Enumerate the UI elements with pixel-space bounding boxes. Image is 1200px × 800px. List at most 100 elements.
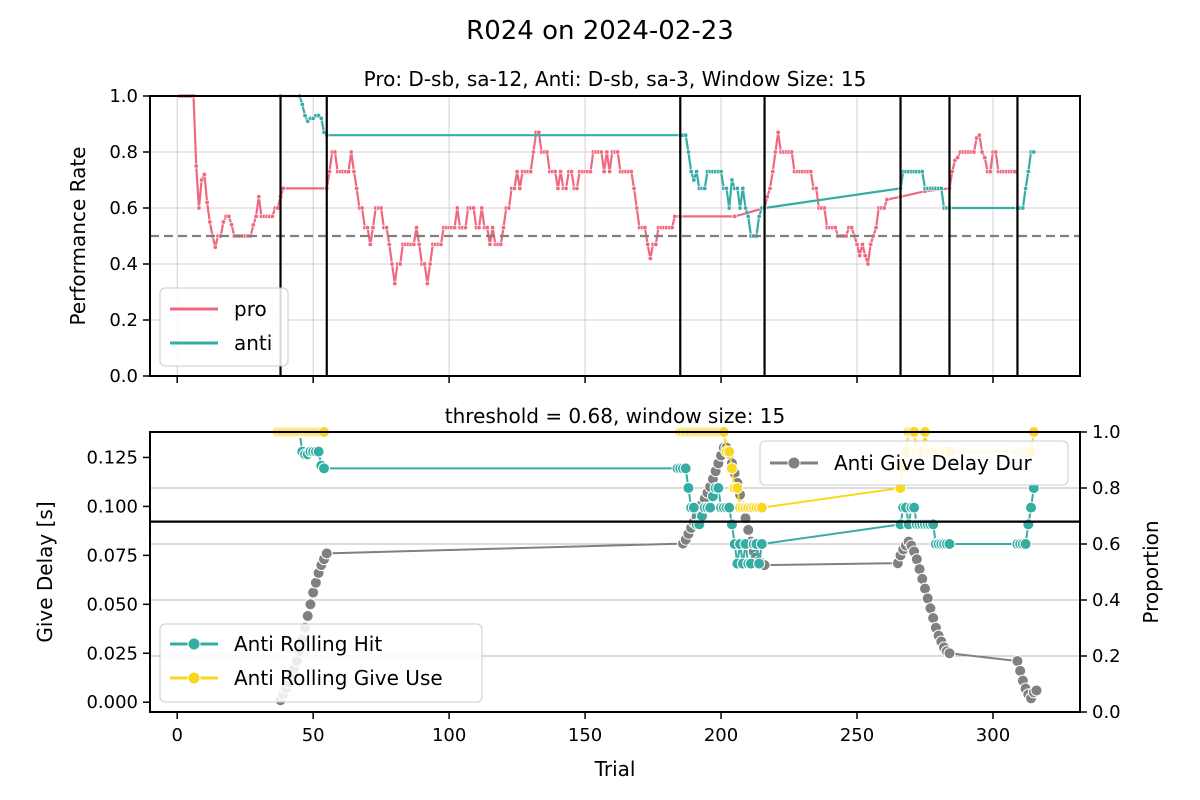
top-pro-point [647, 255, 653, 261]
bottom-right-y-tick-label: 0.0 [1092, 702, 1121, 723]
bottom-x-tick-label: 0 [171, 725, 182, 746]
delay-legend-box [759, 440, 1069, 486]
legend-hit-swatch-marker [187, 637, 201, 651]
top-anti-point [691, 177, 697, 183]
bottom-x-tick-label: 150 [568, 725, 602, 746]
top-pro-point [359, 205, 365, 211]
top-pro-point [544, 149, 550, 155]
top-anti-line [280, 94, 1034, 238]
top-pro-point [392, 281, 398, 287]
bottom-anti-give-delay-dur-point [919, 582, 931, 595]
bottom-anti-rolling-hit-point [908, 501, 921, 514]
top-pro-point [490, 225, 496, 231]
top-anti-point [740, 185, 746, 191]
bottom-anti-give-delay-dur-point [1014, 664, 1027, 677]
top-anti-point [723, 185, 729, 191]
bottom-right-y-tick-label: 0.6 [1092, 534, 1121, 555]
bottom-right-y-tick-label: 0.8 [1092, 478, 1121, 499]
top-anti-point [299, 101, 305, 107]
top-anti-point [938, 185, 944, 191]
top-anti-point [737, 205, 743, 211]
top-pro-point [775, 129, 781, 135]
bottom-legend-lower-left: Anti Rolling Hit Anti Rolling Give Use [159, 623, 483, 703]
top-pro-point [789, 149, 795, 155]
bottom-anti-give-delay-dur-point [913, 563, 926, 576]
top-pro-point [346, 169, 352, 175]
top-anti-point [1025, 169, 1031, 175]
top-pro-point [615, 149, 621, 155]
top-pro-point [326, 169, 332, 175]
top-pro-point [422, 261, 428, 267]
top-pro-point [530, 149, 536, 155]
top-panel-title: Pro: D-sb, sa-12, Anti: D-sb, sa-3, Wind… [364, 67, 867, 91]
top-pro-point [517, 185, 523, 191]
top-pro-point [588, 169, 594, 175]
bottom-x-tick-label: 200 [704, 725, 738, 746]
bottom-anti-rolling-give-use-point [755, 501, 768, 514]
figure-title: R024 on 2024-02-23 [466, 16, 734, 46]
top-pro-point [604, 149, 610, 155]
top-anti-point [726, 205, 732, 211]
top-pro-point [332, 149, 338, 155]
bottom-y-tick-label: 0.025 [86, 643, 138, 664]
top-y-tick-label: 0.0 [109, 366, 138, 387]
top-pro-point [884, 197, 890, 203]
top-pro-point [979, 149, 985, 155]
top-pro-point [601, 169, 607, 175]
bottom-y-tick-label: 0.100 [86, 496, 138, 517]
bottom-anti-give-delay-dur-point [916, 572, 929, 585]
top-pro-point [821, 205, 827, 211]
top-pro-point [563, 185, 569, 191]
top-pro-point [982, 155, 988, 161]
top-pro-point [229, 222, 235, 228]
bottom-ticks: 0 50 100 150 200 250 300 0.000 0.025 0.050 0.075 0.… [86, 422, 1120, 746]
top-pro-point [351, 169, 357, 175]
bottom-anti-rolling-hit-point [712, 482, 725, 494]
top-pro-point [634, 205, 640, 211]
top-pro-point [501, 225, 507, 231]
bottom-anti-rolling-hit-point [312, 445, 325, 458]
top-pro-point [384, 225, 390, 231]
top-pro-point [993, 149, 999, 155]
bottom-anti-rolling-hit-point [753, 557, 766, 570]
legend-delay-label: Anti Give Delay Dur [834, 451, 1032, 475]
top-pro-point [207, 219, 213, 225]
top-pro-point [558, 169, 564, 175]
top-pro-point [506, 205, 512, 211]
top-pro-point [552, 169, 558, 175]
bottom-right-y-tick-label: 1.0 [1092, 422, 1121, 443]
bottom-y-tick-label: 0.050 [86, 594, 138, 615]
top-anti-point [919, 169, 925, 175]
bottom-anti-give-delay-dur-point [921, 592, 934, 605]
top-pro-point [653, 241, 659, 247]
bottom-anti-give-delay-dur-point [927, 612, 940, 625]
top-pro-point [498, 241, 504, 247]
bottom-panel-title: threshold = 0.68, window size: 15 [445, 404, 785, 428]
top-pro-point [976, 132, 982, 138]
top-pro-point [628, 169, 634, 175]
top-pro-point [196, 205, 202, 211]
top-pro-point [574, 185, 580, 191]
bottom-x-tick-label: 100 [432, 725, 466, 746]
top-pro-point [598, 149, 604, 155]
top-pro-point [631, 185, 637, 191]
bottom-x-tick-label: 250 [840, 725, 874, 746]
top-overlay-layer [150, 96, 1080, 376]
bottom-anti-rolling-hit-point [687, 501, 700, 514]
bottom-y-axis-label: Give Delay [s] [33, 501, 57, 642]
top-y-tick-label: 0.6 [109, 198, 138, 219]
top-series-layer [177, 93, 1037, 287]
top-pro-point [275, 205, 281, 211]
bottom-anti-rolling-give-use-point [731, 482, 744, 494]
bottom-legend-upper-right: Anti Give Delay Dur [759, 440, 1069, 486]
top-pro-point [881, 205, 887, 211]
top-pro-point [199, 177, 205, 183]
top-y-tick-label: 0.2 [109, 310, 138, 331]
top-anti-point [702, 185, 708, 191]
top-pro-point [732, 213, 738, 219]
top-pro-point [528, 169, 534, 175]
top-pro-point [438, 241, 444, 247]
top-pro-point [256, 194, 262, 200]
top-pro-point [269, 213, 275, 219]
legend-hit-label: Anti Rolling Hit [234, 632, 382, 656]
